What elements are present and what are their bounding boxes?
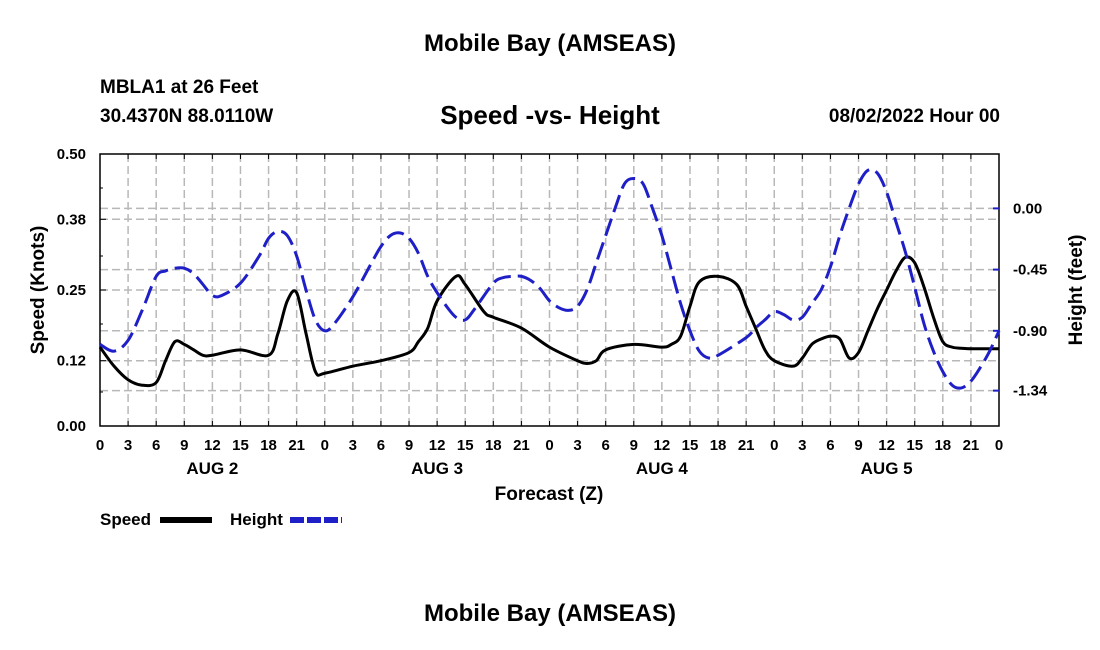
y2-tick-label: -0.90 [1013, 323, 1047, 340]
x-tick-label: 18 [260, 437, 277, 454]
x-tick-label: 0 [96, 437, 104, 454]
y-axis-label: Speed (Knots) [28, 226, 49, 355]
x-tick-label: 15 [232, 437, 249, 454]
y2-tick-label: 0.00 [1013, 200, 1042, 217]
chart-title: Mobile Bay (AMSEAS) [423, 30, 677, 57]
x-tick-label: 0 [770, 437, 778, 454]
x-tick-label: 9 [630, 437, 638, 454]
x-tick-label: 21 [288, 437, 305, 454]
x-tick-label: 12 [878, 437, 895, 454]
x-tick-label: 12 [429, 437, 446, 454]
y2-tick-label: -1.34 [1013, 383, 1048, 400]
footer-chart-title: Mobile Bay (AMSEAS) [423, 600, 677, 627]
y-tick-label: 0.38 [57, 211, 86, 228]
y2-axis-label: Height (feet) [1066, 235, 1087, 346]
x-tick-label: 15 [682, 437, 699, 454]
x-tick-label: 6 [152, 437, 160, 454]
axes: 0 3 6 9 12 15 18 21 0 3 6 9 12 15 18 21 0 3 6 9 12 15 18 21 0 3 6 9… [57, 146, 1048, 478]
x-tick-label: 3 [573, 437, 581, 454]
x-tick-label: 3 [124, 437, 132, 454]
height-series-line [99, 167, 1001, 390]
day-label: AUG 3 [411, 459, 463, 478]
x-tick-label: 6 [602, 437, 610, 454]
y2-tick-label: -0.45 [1013, 262, 1047, 279]
x-tick-label: 12 [204, 437, 221, 454]
day-label: AUG 5 [861, 459, 913, 478]
y-tick-label: 0.50 [57, 146, 86, 163]
y-tick-label: 0.12 [57, 353, 86, 370]
x-tick-label: 18 [710, 437, 727, 454]
x-tick-label: 21 [963, 437, 980, 454]
x-tick-label: 0 [545, 437, 553, 454]
station-coordinates: 30.4370N 88.0110W [100, 106, 274, 127]
chart-subtitle: Speed -vs- Height [440, 100, 660, 130]
x-tick-label: 21 [738, 437, 755, 454]
x-tick-label: 9 [405, 437, 413, 454]
forecast-datetime: 08/02/2022 Hour 00 [828, 106, 1000, 127]
y-tick-label: 0.00 [57, 418, 86, 435]
x-tick-label: 21 [513, 437, 530, 454]
plot-series [98, 167, 1001, 390]
x-tick-label: 18 [485, 437, 502, 454]
x-axis-label: Forecast (Z) [495, 484, 604, 505]
legend: Speed Height [100, 510, 342, 529]
x-tick-label: 15 [457, 437, 474, 454]
speed-series-line [98, 255, 1000, 388]
x-tick-label: 0 [995, 437, 1003, 454]
x-tick-label: 3 [798, 437, 806, 454]
x-tick-label: 3 [349, 437, 357, 454]
station-label: MBLA1 at 26 Feet [100, 77, 259, 98]
x-tick-label: 18 [934, 437, 951, 454]
legend-label-speed: Speed [100, 510, 151, 529]
x-tick-label: 15 [906, 437, 923, 454]
x-tick-label: 0 [321, 437, 329, 454]
grid-lines [100, 154, 999, 426]
x-tick-label: 9 [180, 437, 188, 454]
x-tick-label: 6 [377, 437, 385, 454]
x-tick-label: 6 [826, 437, 834, 454]
x-tick-label: 9 [854, 437, 862, 454]
x-tick-label: 12 [654, 437, 671, 454]
y-tick-label: 0.25 [57, 282, 86, 299]
legend-label-height: Height [230, 510, 283, 529]
day-label: AUG 4 [636, 459, 689, 478]
day-label: AUG 2 [186, 459, 238, 478]
